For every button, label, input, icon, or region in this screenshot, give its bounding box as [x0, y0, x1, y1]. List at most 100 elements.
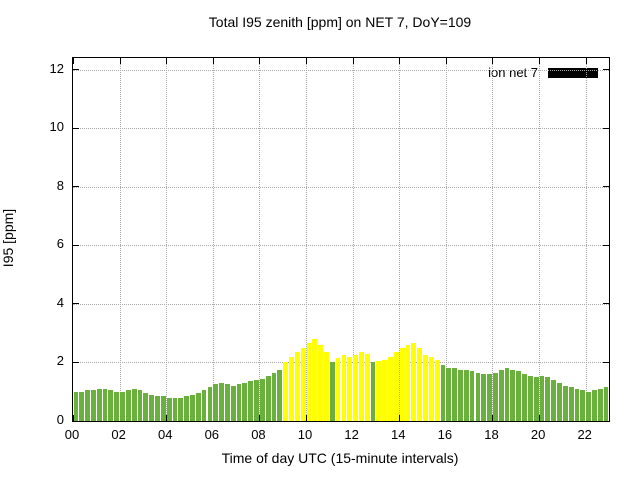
- y-tick-mark: [73, 420, 79, 422]
- x-tick-mark: [352, 58, 354, 64]
- x-tick-label: 08: [251, 427, 266, 442]
- data-bar: [318, 344, 323, 421]
- data-bar: [376, 361, 382, 421]
- data-bar: [108, 390, 114, 421]
- legend-label: ion net 7: [488, 65, 538, 80]
- x-tick-label: 14: [391, 427, 406, 442]
- data-bar: [405, 344, 411, 421]
- x-tick-label: 00: [64, 427, 80, 442]
- data-bar: [574, 388, 580, 421]
- data-bar: [568, 387, 574, 421]
- x-tick-label: 16: [437, 427, 453, 442]
- x-tick-label: 22: [577, 427, 592, 442]
- data-bar: [469, 371, 475, 421]
- y-tick-label: 6: [56, 236, 64, 252]
- x-tick-label: 10: [297, 427, 313, 442]
- x-gridline: [585, 58, 587, 421]
- x-gridline: [539, 58, 541, 421]
- data-bar: [137, 390, 143, 421]
- data-bar: [277, 369, 283, 421]
- data-bar: [242, 382, 248, 421]
- x-gridline: [306, 58, 308, 421]
- data-bar: [259, 378, 265, 421]
- y-tick-label: 4: [56, 294, 64, 310]
- data-bar: [347, 356, 353, 421]
- data-bar: [370, 362, 376, 421]
- data-bar: [224, 384, 230, 421]
- data-bar: [289, 356, 294, 421]
- y-tick-mark: [73, 361, 79, 363]
- data-bar: [125, 390, 131, 421]
- x-gridline: [352, 58, 354, 421]
- data-bar: [580, 390, 586, 421]
- y-gridline: [73, 186, 609, 188]
- x-tick-label: 04: [157, 427, 173, 442]
- y-gridline: [73, 128, 609, 130]
- data-bar: [498, 369, 504, 421]
- x-tick-label: 18: [484, 427, 499, 442]
- data-bar: [463, 369, 469, 421]
- y-gridline: [73, 362, 609, 364]
- x-gridline: [119, 58, 121, 421]
- y-tick-label: 10: [49, 119, 64, 135]
- data-bar: [353, 355, 358, 421]
- y-tick-mark: [603, 244, 609, 246]
- data-bar: [178, 397, 184, 421]
- x-tick-mark: [306, 58, 308, 64]
- y-tick-mark: [73, 69, 79, 71]
- data-bar: [329, 362, 335, 421]
- data-bar: [230, 385, 236, 421]
- y-tick-label: 8: [56, 177, 64, 193]
- data-bar: [172, 397, 178, 421]
- x-tick-mark: [585, 58, 587, 64]
- x-tick-mark: [73, 58, 74, 64]
- y-tick-label: 0: [56, 412, 64, 427]
- data-bar: [184, 396, 189, 421]
- x-tick-mark: [212, 58, 214, 64]
- data-bar: [399, 347, 405, 421]
- y-gridline: [73, 303, 609, 305]
- data-bar: [90, 390, 96, 421]
- y-tick-mark: [73, 244, 79, 246]
- data-bar: [458, 369, 463, 421]
- data-bar: [527, 375, 533, 421]
- data-bar: [207, 387, 213, 421]
- data-bar: [393, 352, 399, 421]
- x-tick-label: 02: [111, 427, 126, 442]
- y-tick-label: 12: [49, 60, 64, 76]
- x-gridline: [166, 58, 168, 421]
- y-tick-mark: [73, 127, 79, 129]
- data-bar: [155, 396, 160, 421]
- legend-swatch: [548, 67, 598, 78]
- x-tick-mark: [445, 58, 447, 64]
- data-bar: [522, 374, 527, 421]
- data-bar: [306, 343, 312, 421]
- y-tick-mark: [73, 303, 79, 305]
- data-bar: [265, 375, 271, 421]
- data-bar: [434, 359, 440, 421]
- data-bar: [586, 391, 591, 421]
- data-bar: [487, 374, 492, 421]
- data-bar: [294, 352, 300, 421]
- x-gridline: [492, 58, 494, 421]
- x-gridline: [212, 58, 214, 421]
- y-tick-label: 2: [56, 353, 64, 369]
- x-tick-mark: [539, 58, 541, 64]
- data-bar: [236, 384, 242, 421]
- x-tick-label: 12: [344, 427, 359, 442]
- x-gridline: [445, 58, 447, 421]
- data-bar: [533, 377, 539, 421]
- data-bar: [562, 385, 568, 421]
- data-bar: [539, 375, 545, 421]
- data-bar: [551, 380, 557, 421]
- data-bar: [219, 382, 224, 421]
- data-bar: [516, 371, 522, 421]
- x-tick-mark: [166, 58, 168, 64]
- data-bar: [102, 388, 108, 421]
- data-bar: [213, 384, 219, 421]
- data-bar: [114, 391, 120, 421]
- data-bar: [300, 347, 306, 421]
- data-bar: [492, 372, 498, 421]
- x-tick-mark: [119, 58, 121, 64]
